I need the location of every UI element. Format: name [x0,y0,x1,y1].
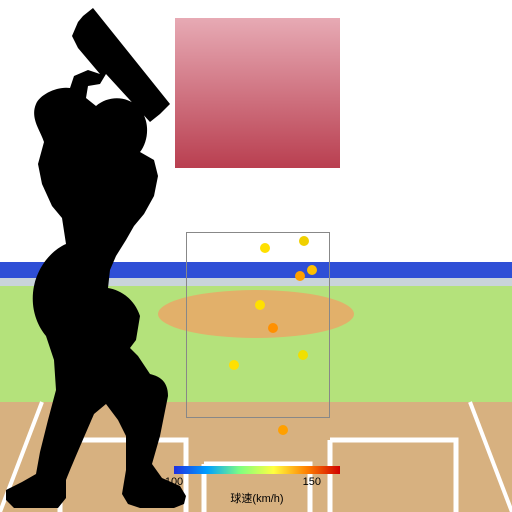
scale-tick-label: 100 [165,476,183,488]
scale-tick-label: 150 [303,476,321,488]
scale-title: 球速(km/h) [230,490,283,506]
speed-color-scale: 100150球速(km/h) [174,466,340,474]
batter-silhouette [0,0,512,512]
pitch-location-chart: 100 150 球速(km/h) [0,0,512,512]
